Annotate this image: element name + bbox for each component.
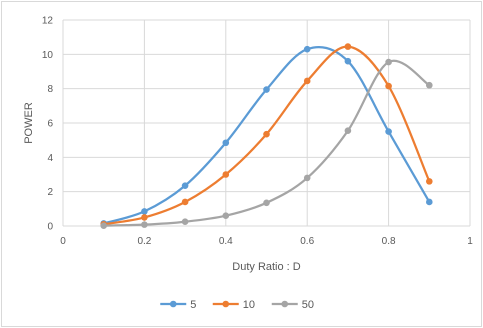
legend-label: 10	[243, 299, 255, 311]
data-point	[303, 45, 311, 53]
series-line	[102, 46, 431, 225]
legend-swatch-marker	[281, 300, 289, 308]
grid-layer	[62, 19, 471, 227]
data-point	[303, 174, 311, 182]
data-point	[426, 198, 433, 206]
legend-label: 50	[302, 299, 314, 311]
y-tick-label: 0	[47, 222, 53, 233]
data-point	[385, 58, 392, 66]
data-point	[303, 77, 311, 85]
y-tick-label: 4	[47, 153, 53, 164]
data-point	[222, 139, 230, 147]
x-tick-label: 0.2	[137, 236, 151, 247]
data-point	[141, 208, 148, 215]
data-point	[385, 82, 392, 90]
data-point	[385, 128, 392, 135]
data-point	[100, 222, 107, 229]
data-point	[181, 198, 189, 206]
y-tick-label: 6	[47, 119, 53, 130]
x-tick-label: 1	[467, 236, 473, 247]
legend-item-50: 50	[271, 299, 314, 311]
data-point	[181, 218, 189, 226]
x-tick-label: 0.8	[382, 236, 396, 247]
data-point	[222, 212, 230, 219]
data-point	[263, 86, 270, 93]
x-tick-label: 0	[60, 236, 66, 247]
legend-item-5: 5	[160, 299, 196, 311]
series-layer	[100, 43, 433, 229]
y-axis-title: POWER	[23, 102, 35, 144]
data-point	[222, 171, 230, 178]
data-point	[344, 43, 352, 50]
axis-layer: 0 2 4 6 8 10 12 0 0.2 0.4 0.6 0.8 1	[42, 16, 473, 248]
data-point	[426, 178, 433, 185]
data-point	[344, 57, 352, 65]
data-point	[181, 182, 189, 189]
data-point	[263, 199, 270, 207]
x-tick-label: 0.6	[300, 236, 314, 247]
legend-label: 5	[190, 299, 196, 311]
data-point	[344, 127, 352, 135]
legend-swatch-marker	[222, 300, 230, 308]
data-point	[141, 221, 148, 228]
y-tick-label: 10	[42, 50, 54, 61]
y-tick-label: 2	[47, 187, 53, 198]
x-tick-label: 0.4	[219, 236, 233, 247]
legend-item-10: 10	[212, 299, 255, 311]
y-tick-label: 8	[47, 84, 53, 95]
data-point	[426, 81, 433, 89]
data-point	[141, 214, 148, 221]
series-50	[100, 58, 433, 229]
legend-swatch-marker	[169, 300, 177, 308]
y-tick-label: 12	[42, 16, 54, 27]
data-point	[263, 130, 270, 138]
legend: 5 10 50	[160, 299, 314, 311]
x-axis-title: Duty Ratio : D	[232, 261, 301, 273]
